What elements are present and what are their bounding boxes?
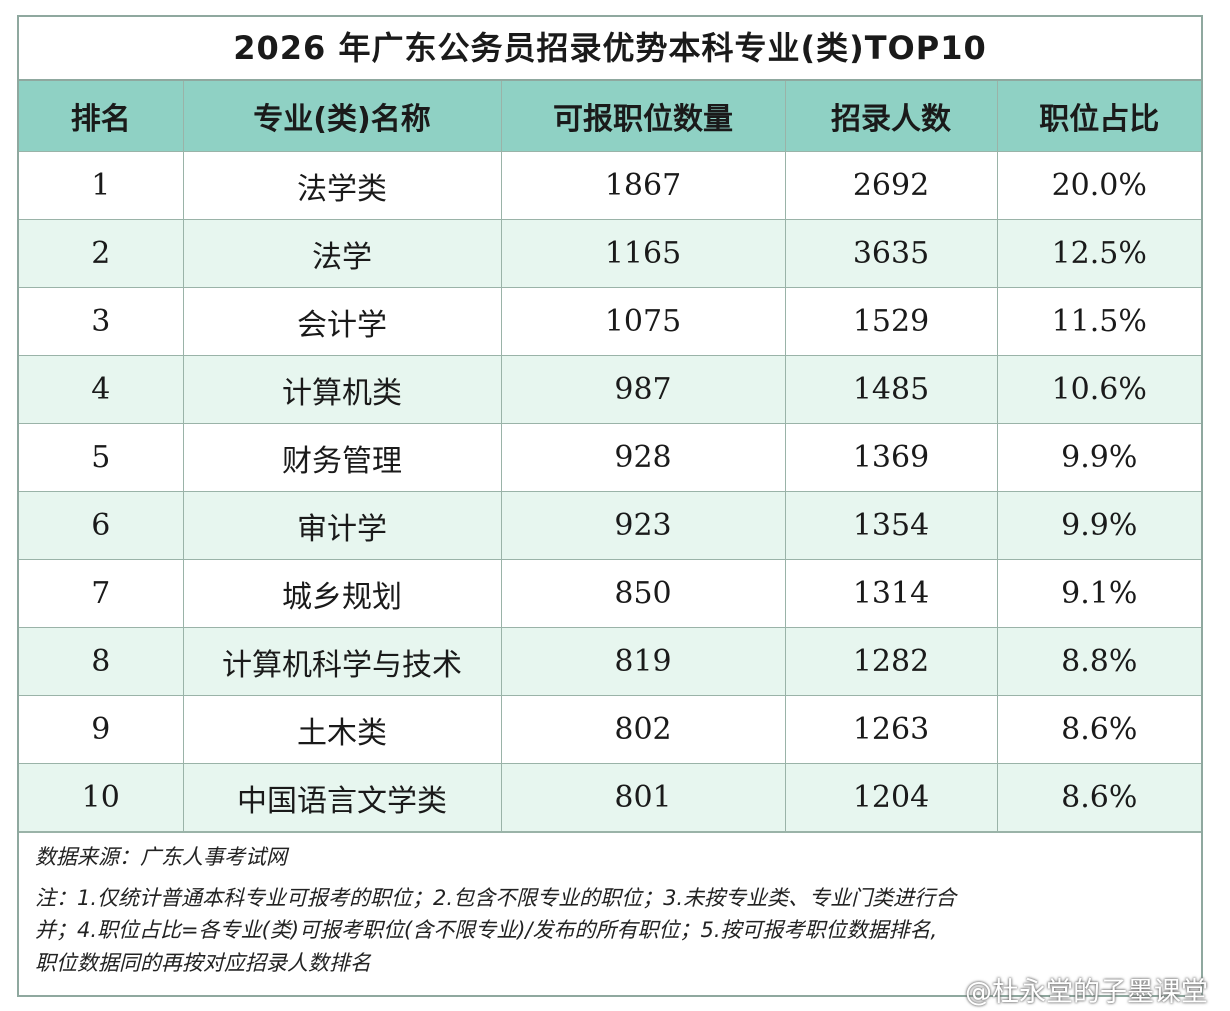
cell-major: 计算机类 <box>182 355 502 424</box>
footnotes: 数据来源：广东人事考试网 注：1.仅统计普通本科专业可报考的职位；2.包含不限专… <box>19 832 1201 979</box>
cell-rank: 9 <box>19 695 184 764</box>
cell-positions: 987 <box>500 355 786 424</box>
header-share: 职位占比 <box>996 81 1201 152</box>
cell-major: 城乡规划 <box>182 559 502 628</box>
cell-hires: 1204 <box>784 763 998 832</box>
table-row: 1 法学类 1867 2692 20.0% <box>19 151 1201 220</box>
cell-hires: 1369 <box>784 423 998 492</box>
header-hires: 招录人数 <box>784 81 998 152</box>
cell-rank: 1 <box>19 151 184 220</box>
cell-share: 11.5% <box>996 287 1201 356</box>
cell-rank: 4 <box>19 355 184 424</box>
cell-rank: 7 <box>19 559 184 628</box>
cell-positions: 1075 <box>500 287 786 356</box>
cell-hires: 1485 <box>784 355 998 424</box>
cell-hires: 1263 <box>784 695 998 764</box>
note-line: 职位数据同的再按对应招录人数排名 <box>35 950 371 975</box>
cell-hires: 1282 <box>784 627 998 696</box>
note-line: 注：1.仅统计普通本科专业可报考的职位；2.包含不限专业的职位；3.未按专业类、… <box>35 885 957 910</box>
table-row: 2 法学 1165 3635 12.5% <box>19 219 1201 288</box>
cell-share: 9.1% <box>996 559 1201 628</box>
cell-major: 法学类 <box>182 151 502 220</box>
cell-positions: 819 <box>500 627 786 696</box>
cell-rank: 2 <box>19 219 184 288</box>
cell-share: 12.5% <box>996 219 1201 288</box>
cell-share: 9.9% <box>996 423 1201 492</box>
cell-positions: 802 <box>500 695 786 764</box>
header-row: 排名 专业(类)名称 可报职位数量 招录人数 职位占比 <box>19 81 1201 152</box>
cell-major: 土木类 <box>182 695 502 764</box>
table-row: 7 城乡规划 850 1314 9.1% <box>19 559 1201 628</box>
cell-share: 8.6% <box>996 763 1201 832</box>
watermark: @杜永堂的子墨课堂 <box>965 977 1208 1008</box>
notes-block: 注：1.仅统计普通本科专业可报考的职位；2.包含不限专业的职位；3.未按专业类、… <box>35 882 1185 980</box>
cell-share: 8.6% <box>996 695 1201 764</box>
cell-positions: 850 <box>500 559 786 628</box>
cell-hires: 1529 <box>784 287 998 356</box>
cell-positions: 801 <box>500 763 786 832</box>
cell-major: 计算机科学与技术 <box>182 627 502 696</box>
table-row: 10 中国语言文学类 801 1204 8.6% <box>19 763 1201 832</box>
cell-share: 8.8% <box>996 627 1201 696</box>
cell-hires: 3635 <box>784 219 998 288</box>
cell-rank: 6 <box>19 491 184 560</box>
cell-positions: 1867 <box>500 151 786 220</box>
source-note: 数据来源：广东人事考试网 <box>35 845 287 869</box>
header-rank: 排名 <box>19 81 184 152</box>
table-row: 6 审计学 923 1354 9.9% <box>19 491 1201 560</box>
table-frame: 2026 年广东公务员招录优势本科专业(类)TOP10 排名 专业(类)名称 可… <box>17 15 1203 997</box>
cell-positions: 1165 <box>500 219 786 288</box>
cell-rank: 5 <box>19 423 184 492</box>
cell-rank: 3 <box>19 287 184 356</box>
cell-rank: 10 <box>19 763 184 832</box>
cell-hires: 1354 <box>784 491 998 560</box>
cell-hires: 1314 <box>784 559 998 628</box>
table-row: 4 计算机类 987 1485 10.6% <box>19 355 1201 424</box>
header-major: 专业(类)名称 <box>182 81 502 152</box>
cell-major: 中国语言文学类 <box>182 763 502 832</box>
data-table: 排名 专业(类)名称 可报职位数量 招录人数 职位占比 1 法学类 1867 2… <box>19 81 1201 832</box>
cell-major: 财务管理 <box>182 423 502 492</box>
cell-positions: 923 <box>500 491 786 560</box>
table-row: 9 土木类 802 1263 8.6% <box>19 695 1201 764</box>
table-row: 8 计算机科学与技术 819 1282 8.8% <box>19 627 1201 696</box>
table-title: 2026 年广东公务员招录优势本科专业(类)TOP10 <box>19 17 1201 81</box>
cell-major: 审计学 <box>182 491 502 560</box>
cell-major: 会计学 <box>182 287 502 356</box>
cell-share: 9.9% <box>996 491 1201 560</box>
table-row: 5 财务管理 928 1369 9.9% <box>19 423 1201 492</box>
cell-share: 10.6% <box>996 355 1201 424</box>
cell-rank: 8 <box>19 627 184 696</box>
cell-share: 20.0% <box>996 151 1201 220</box>
cell-major: 法学 <box>182 219 502 288</box>
note-line: 并；4.职位占比=各专业(类)可报考职位(含不限专业)/发布的所有职位；5.按可… <box>35 918 938 943</box>
cell-hires: 2692 <box>784 151 998 220</box>
table-row: 3 会计学 1075 1529 11.5% <box>19 287 1201 356</box>
cell-positions: 928 <box>500 423 786 492</box>
header-positions: 可报职位数量 <box>500 81 786 152</box>
